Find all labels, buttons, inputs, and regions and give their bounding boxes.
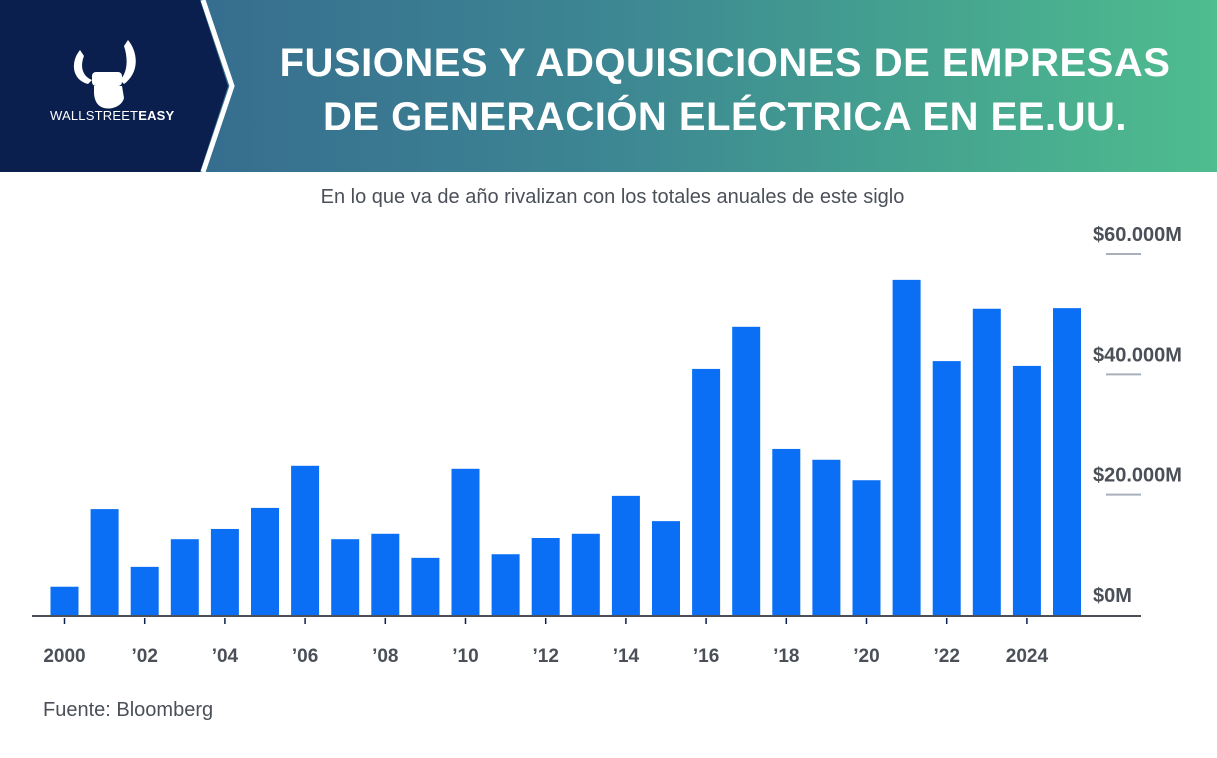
logo-panel: WALLSTREETEASY (0, 0, 240, 172)
brand-light: WALLSTREET (50, 108, 139, 123)
logo-panel-shape (0, 0, 235, 172)
x-tick-label: ’08 (372, 646, 398, 667)
x-tick-label: ’16 (693, 646, 719, 667)
bar-2021 (892, 279, 921, 615)
bar-2006 (291, 465, 320, 615)
x-tick-label: ’14 (613, 646, 640, 667)
bar-2011 (491, 554, 520, 615)
bar-2022 (932, 361, 961, 615)
bar-2012 (531, 537, 560, 615)
chart-title: FUSIONES Y ADQUISICIONES DE EMPRESAS DE … (245, 36, 1205, 144)
bar-2002 (130, 566, 159, 615)
x-tick-label: 2024 (1006, 646, 1049, 667)
bar-2008 (371, 533, 400, 615)
bar-2000 (50, 586, 79, 615)
bar-2007 (331, 539, 360, 615)
bar-2020 (852, 480, 881, 615)
bar-2005 (251, 507, 279, 615)
brand-bold: EASY (138, 108, 175, 123)
bar-2015 (652, 521, 680, 615)
header-banner: WALLSTREETEASY FUSIONES Y ADQUISICIONES … (0, 0, 1217, 172)
bar-2018 (772, 448, 801, 615)
x-tick-label: ’02 (131, 646, 157, 667)
x-tick-label: ’12 (532, 646, 558, 667)
brand-name: WALLSTREETEASY (50, 108, 174, 123)
title-line-1: FUSIONES Y ADQUISICIONES DE EMPRESAS (279, 41, 1171, 85)
title-line-2: DE GENERACIÓN ELÉCTRICA EN EE.UU. (323, 95, 1127, 139)
y-tick-label: $20.000M (1093, 465, 1182, 487)
bar-2024 (1012, 365, 1041, 615)
bar-2009 (411, 557, 440, 615)
bar-2014 (611, 495, 640, 615)
bar-2023 (972, 308, 1001, 615)
bar-2003 (170, 539, 199, 615)
x-tick-label: ’10 (452, 646, 478, 667)
bar-2004 (210, 528, 239, 615)
chart-subtitle: En lo que va de año rivalizan con los to… (320, 186, 905, 208)
bar-2010 (451, 468, 480, 615)
x-tick-label: ’22 (933, 646, 959, 667)
bar-2013 (571, 533, 600, 615)
bar-2017 (732, 326, 761, 615)
x-tick-label: ’20 (853, 646, 879, 667)
x-tick-label: 2000 (43, 646, 85, 667)
y-tick-label: $60.000M (1093, 224, 1182, 246)
bull-fist-icon (73, 40, 136, 109)
bar-2019 (812, 459, 841, 615)
source-note: Fuente: Bloomberg (43, 699, 214, 721)
x-tick-label: ’04 (212, 646, 239, 667)
bar-2025 (1053, 308, 1081, 615)
x-tick-label: ’06 (292, 646, 318, 667)
x-tick-label: ’18 (773, 646, 799, 667)
bar-2001 (90, 509, 119, 615)
y-tick-label: $0M (1093, 585, 1132, 607)
y-tick-label: $40.000M (1093, 344, 1182, 366)
bar-2016 (692, 368, 721, 615)
